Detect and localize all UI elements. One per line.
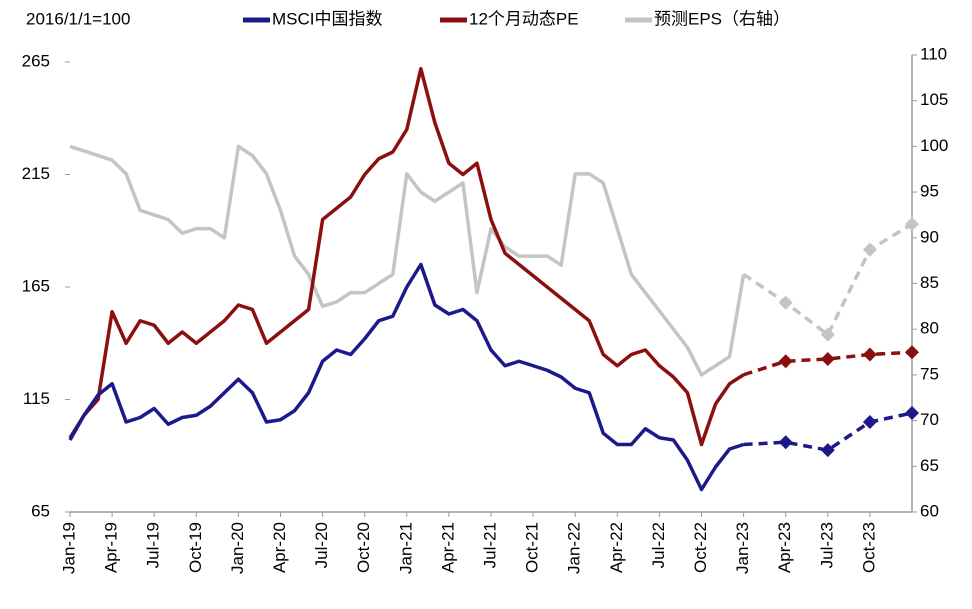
x-tick-label: Jan-23 (733, 522, 752, 574)
legend-label: 12个月动态PE (469, 9, 579, 28)
y-tick-label: 115 (23, 389, 50, 408)
y2-tick-label: 110 (920, 44, 947, 63)
projection-line (743, 350, 913, 377)
x-tick-label: Apr-19 (102, 522, 121, 573)
x-tick-label: Apr-23 (775, 522, 794, 573)
x-tick-label: Jul-23 (817, 522, 836, 568)
x-tick-label: Jul-21 (480, 522, 499, 568)
projection-marker (862, 415, 877, 429)
y2-tick-label: 80 (920, 319, 939, 338)
x-tick-label: Jul-22 (649, 522, 668, 568)
projection-marker (820, 352, 835, 366)
note-label: 2016/1/1=100 (26, 9, 130, 28)
x-tick-label: Oct-23 (859, 522, 878, 573)
x-tick-label: Jul-20 (312, 522, 331, 568)
x-tick-label: Oct-19 (186, 522, 205, 573)
x-tick-label: Apr-22 (607, 522, 626, 573)
x-tick-label: Apr-20 (270, 522, 289, 573)
projection-marker (862, 242, 877, 257)
x-tick-label: Oct-21 (523, 522, 542, 573)
projection-line (742, 222, 913, 337)
y2-tick-label: 105 (920, 90, 948, 109)
x-tick-label: Jan-20 (228, 522, 247, 574)
y2-tick-label: 60 (920, 501, 939, 520)
x-tick-label: Oct-22 (691, 522, 710, 573)
y-tick-label: 165 (22, 276, 50, 295)
x-tick-label: Jan-21 (396, 522, 415, 574)
series-line (69, 144, 746, 377)
x-tick-label: Jan-19 (59, 522, 78, 574)
projection-marker (905, 345, 919, 360)
x-tick-label: Jul-19 (144, 522, 163, 568)
x-tick-label: Jan-22 (565, 522, 584, 574)
legend-label: 预测EPS（右轴） (654, 9, 790, 28)
series-line (68, 67, 745, 447)
y2-tick-label: 70 (920, 410, 939, 429)
y-tick-label: 265 (22, 51, 50, 70)
y2-tick-label: 95 (920, 182, 939, 201)
y2-tick-label: 85 (920, 273, 939, 292)
projection-marker (778, 295, 793, 310)
projection-marker (820, 443, 835, 458)
y-tick-label: 215 (22, 164, 50, 183)
y2-tick-label: 90 (920, 227, 939, 246)
projection-marker (778, 435, 793, 450)
x-tick-label: Oct-20 (354, 522, 373, 573)
y2-tick-label: 75 (920, 364, 939, 383)
projection-marker (820, 327, 835, 342)
y-tick-label: 65 (31, 501, 50, 520)
y2-tick-label: 65 (920, 456, 939, 475)
series-line (68, 262, 745, 492)
projection-marker (905, 217, 919, 232)
x-tick-label: Apr-21 (438, 522, 457, 573)
legend-label: MSCI中国指数 (272, 9, 383, 28)
y2-tick-label: 100 (920, 136, 948, 155)
projection-marker (862, 347, 877, 362)
projection-marker (905, 406, 919, 420)
projection-marker (778, 354, 793, 369)
